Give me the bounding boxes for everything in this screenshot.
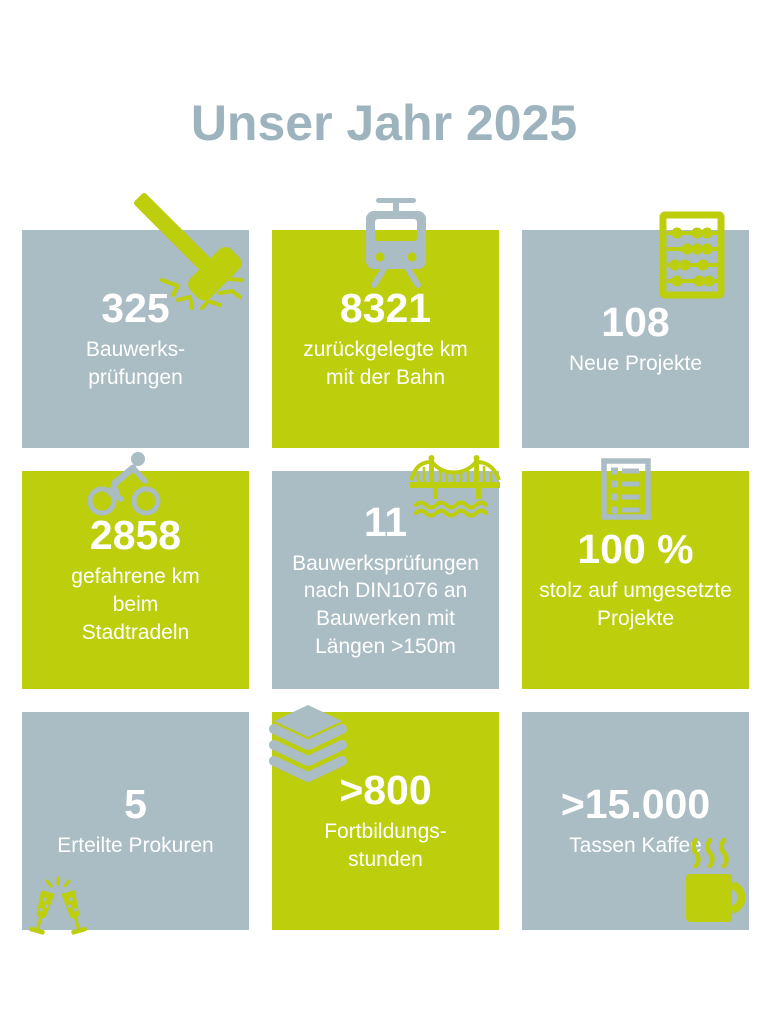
tile-tassen-kaffee: >15.000 Tassen Kaffee [522, 712, 749, 930]
checklist-icon [600, 457, 652, 521]
tile-fortbildungsstunden: >800 Fortbildungs- stunden [269, 705, 499, 930]
stat-label: Bauwerks- prüfungen [85, 338, 186, 390]
books-icon [266, 703, 350, 785]
tile-din1076-pruefungen: 11 Bauwerksprüfungen nach DIN1076 an Bau… [272, 455, 501, 689]
stat-value: 11 [363, 498, 408, 545]
abacus-icon [659, 211, 725, 299]
stats-grid: 325 Bauwerks- prüfungen 8321 zurückgeleg… [22, 193, 749, 935]
tile-bauwerkspruefungen: 325 Bauwerks- prüfungen [22, 193, 249, 448]
stat-value: >15.000 [560, 781, 711, 828]
stat-value: 100 % [577, 526, 694, 573]
champagne-icon [24, 876, 94, 958]
stat-value: >800 [339, 767, 432, 814]
stat-label: Neue Projekte [568, 352, 703, 376]
stat-label: Erteilte Prokuren [57, 834, 214, 858]
stat-label: gefahrene km beim Stadtradeln [71, 565, 200, 644]
stat-value: 5 [124, 781, 147, 828]
stat-label: stolz auf umgesetzte Projekte [539, 579, 732, 631]
stat-label: Tassen Kaffee [569, 834, 702, 858]
tile-bahn-km: 8321 zurückgelegte km mit der Bahn [272, 198, 499, 448]
tile-erteilte-prokuren: 5 Erteilte Prokuren [22, 712, 249, 935]
tile-stadtradeln: 2858 gefahrene km beim Stadtradeln [22, 452, 249, 689]
stat-label: Bauwerksprüfungen nach DIN1076 an Bauwer… [292, 551, 479, 658]
stat-value: 8321 [339, 285, 432, 332]
stat-value: 108 [601, 299, 670, 346]
stat-value: 325 [101, 285, 170, 332]
bridge-icon [409, 452, 501, 518]
tile-stolz-projekte: 100 % stolz auf umgesetzte Projekte [522, 458, 749, 689]
page-title: Unser Jahr 2025 [190, 94, 578, 151]
cyclist-icon [86, 448, 162, 516]
stat-value: 2858 [89, 512, 182, 559]
tram-icon [360, 198, 432, 288]
stat-label: Fortbildungs- stunden [324, 820, 447, 872]
tile-neue-projekte: 108 Neue Projekte [522, 211, 749, 448]
stat-label: zurückgelegte km mit der Bahn [303, 338, 468, 390]
